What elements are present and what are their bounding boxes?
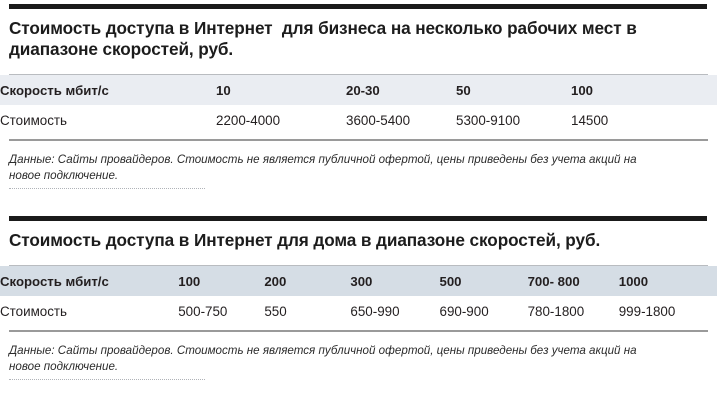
cell-cost-0: 2200-4000 [216, 112, 281, 128]
cell-speed-home-1: 200 [264, 273, 287, 289]
source-note-business: Данные: Сайты провайдеров. Стоимость не … [9, 153, 637, 182]
source-note-home: Данные: Сайты провайдеров. Стоимость не … [9, 344, 637, 373]
cell-cost-home-0: 500-750 [178, 303, 228, 319]
cell-speed-home-0: 100 [178, 273, 201, 289]
cell-speed-home-5: 1000 [618, 273, 649, 289]
cell-cost-1: 3600-5400 [346, 112, 411, 128]
row-label-cost-home: Стоимость [0, 303, 68, 319]
table-business-bottom-rule [9, 139, 708, 141]
table-home-top-rule [9, 265, 708, 266]
section-divider-rule [9, 216, 707, 221]
cell-cost-home-3: 690-900 [439, 303, 489, 319]
cell-cost-2: 5300-9100 [456, 112, 521, 128]
cell-speed-home-3: 500 [439, 273, 462, 289]
cell-speed-3: 100 [571, 82, 594, 98]
row-label-speed-home: Скорость мбит/с [0, 273, 109, 289]
title-spacer-home [0, 251, 717, 265]
note-dotted-rule-business [9, 188, 205, 189]
cell-speed-0: 10 [216, 82, 231, 98]
cell-speed-home-4: 700- 800 [527, 273, 580, 289]
page-title-home: Стоимость доступа в Интернет для дома в … [9, 230, 601, 250]
table-row-speed-business: Скорость мбит/с 10 20-30 50 100 [0, 75, 717, 105]
cell-speed-2: 50 [456, 82, 471, 98]
cell-cost-home-4: 780-1800 [527, 303, 585, 319]
row-label-speed: Скорость мбит/с [0, 82, 109, 98]
page-title-business: Стоимость доступа в Интернет для бизнеса… [9, 18, 642, 59]
section-business: Стоимость доступа в Интернет для бизнеса… [0, 4, 717, 189]
table-business: Скорость мбит/с 10 20-30 50 100 Стоимост… [0, 75, 717, 135]
cell-speed-1: 20-30 [346, 82, 380, 98]
table-row-cost-home: Стоимость 500-750 550 650-990 690-900 78… [0, 296, 717, 326]
cell-cost-home-1: 550 [264, 303, 287, 319]
title-spacer [0, 60, 717, 74]
table-row-cost-business: Стоимость 2200-4000 3600-5400 5300-9100 … [0, 105, 717, 135]
table-business-top-rule [9, 74, 708, 75]
table-home-bottom-rule [9, 330, 708, 332]
row-label-cost: Стоимость [0, 112, 68, 128]
note-dotted-rule-home [9, 379, 205, 380]
cell-cost-home-5: 999-1800 [618, 303, 676, 319]
cell-speed-home-2: 300 [350, 273, 373, 289]
top-rule [9, 4, 707, 9]
table-row-speed-home: Скорость мбит/с 100 200 300 500 700- 800… [0, 266, 717, 296]
cell-cost-home-2: 650-990 [350, 303, 400, 319]
table-home: Скорость мбит/с 100 200 300 500 700- 800… [0, 266, 717, 326]
section-home: Стоимость доступа в Интернет для дома в … [0, 216, 717, 380]
cell-cost-3: 14500 [571, 112, 609, 128]
